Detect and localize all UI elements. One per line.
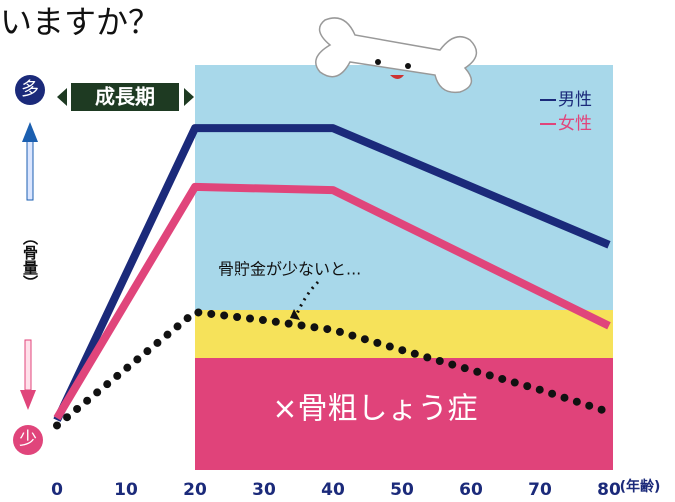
arrow <box>24 339 32 391</box>
x-tick-label: 60 <box>459 480 483 500</box>
x-tick-label: 70 <box>528 480 552 500</box>
legend-label: 女性 <box>558 114 592 134</box>
y-top-label: 多 <box>21 79 39 100</box>
osteoporosis-label: ×骨粗しょう症 <box>272 392 477 427</box>
growth-label: 成長期 <box>95 85 155 109</box>
annotation: 骨貯金が少ないと... <box>218 260 361 279</box>
x-tick-label: 10 <box>114 480 138 500</box>
annotation-arrow <box>290 309 300 320</box>
y-axis-label: （骨量） <box>21 230 39 290</box>
arrow <box>26 139 34 201</box>
x-tick-label: 50 <box>390 480 414 500</box>
x-tick-label: 20 <box>183 480 207 500</box>
x-axis-label: (年齢) <box>620 478 661 495</box>
arrow <box>184 88 194 106</box>
arrow <box>22 122 38 142</box>
line <box>53 182 611 421</box>
line <box>53 308 613 430</box>
y-bottom-label: 少 <box>19 429 37 450</box>
osteoporosis-zone <box>195 358 613 470</box>
y-top-badge <box>15 75 45 105</box>
bone-mascot <box>315 17 478 94</box>
arrow <box>57 88 67 106</box>
y-bottom-badge <box>13 425 43 455</box>
line <box>53 124 611 422</box>
chart-title: いますか？ <box>0 3 160 41</box>
growth-box <box>69 81 181 113</box>
x-tick-label: 30 <box>252 480 276 500</box>
x-tick-label: 40 <box>321 480 345 500</box>
arrow <box>20 390 36 410</box>
x-tick-label: 80 <box>597 480 621 500</box>
legend-label: 男性 <box>558 90 592 110</box>
x-tick-label: 0 <box>51 480 63 500</box>
